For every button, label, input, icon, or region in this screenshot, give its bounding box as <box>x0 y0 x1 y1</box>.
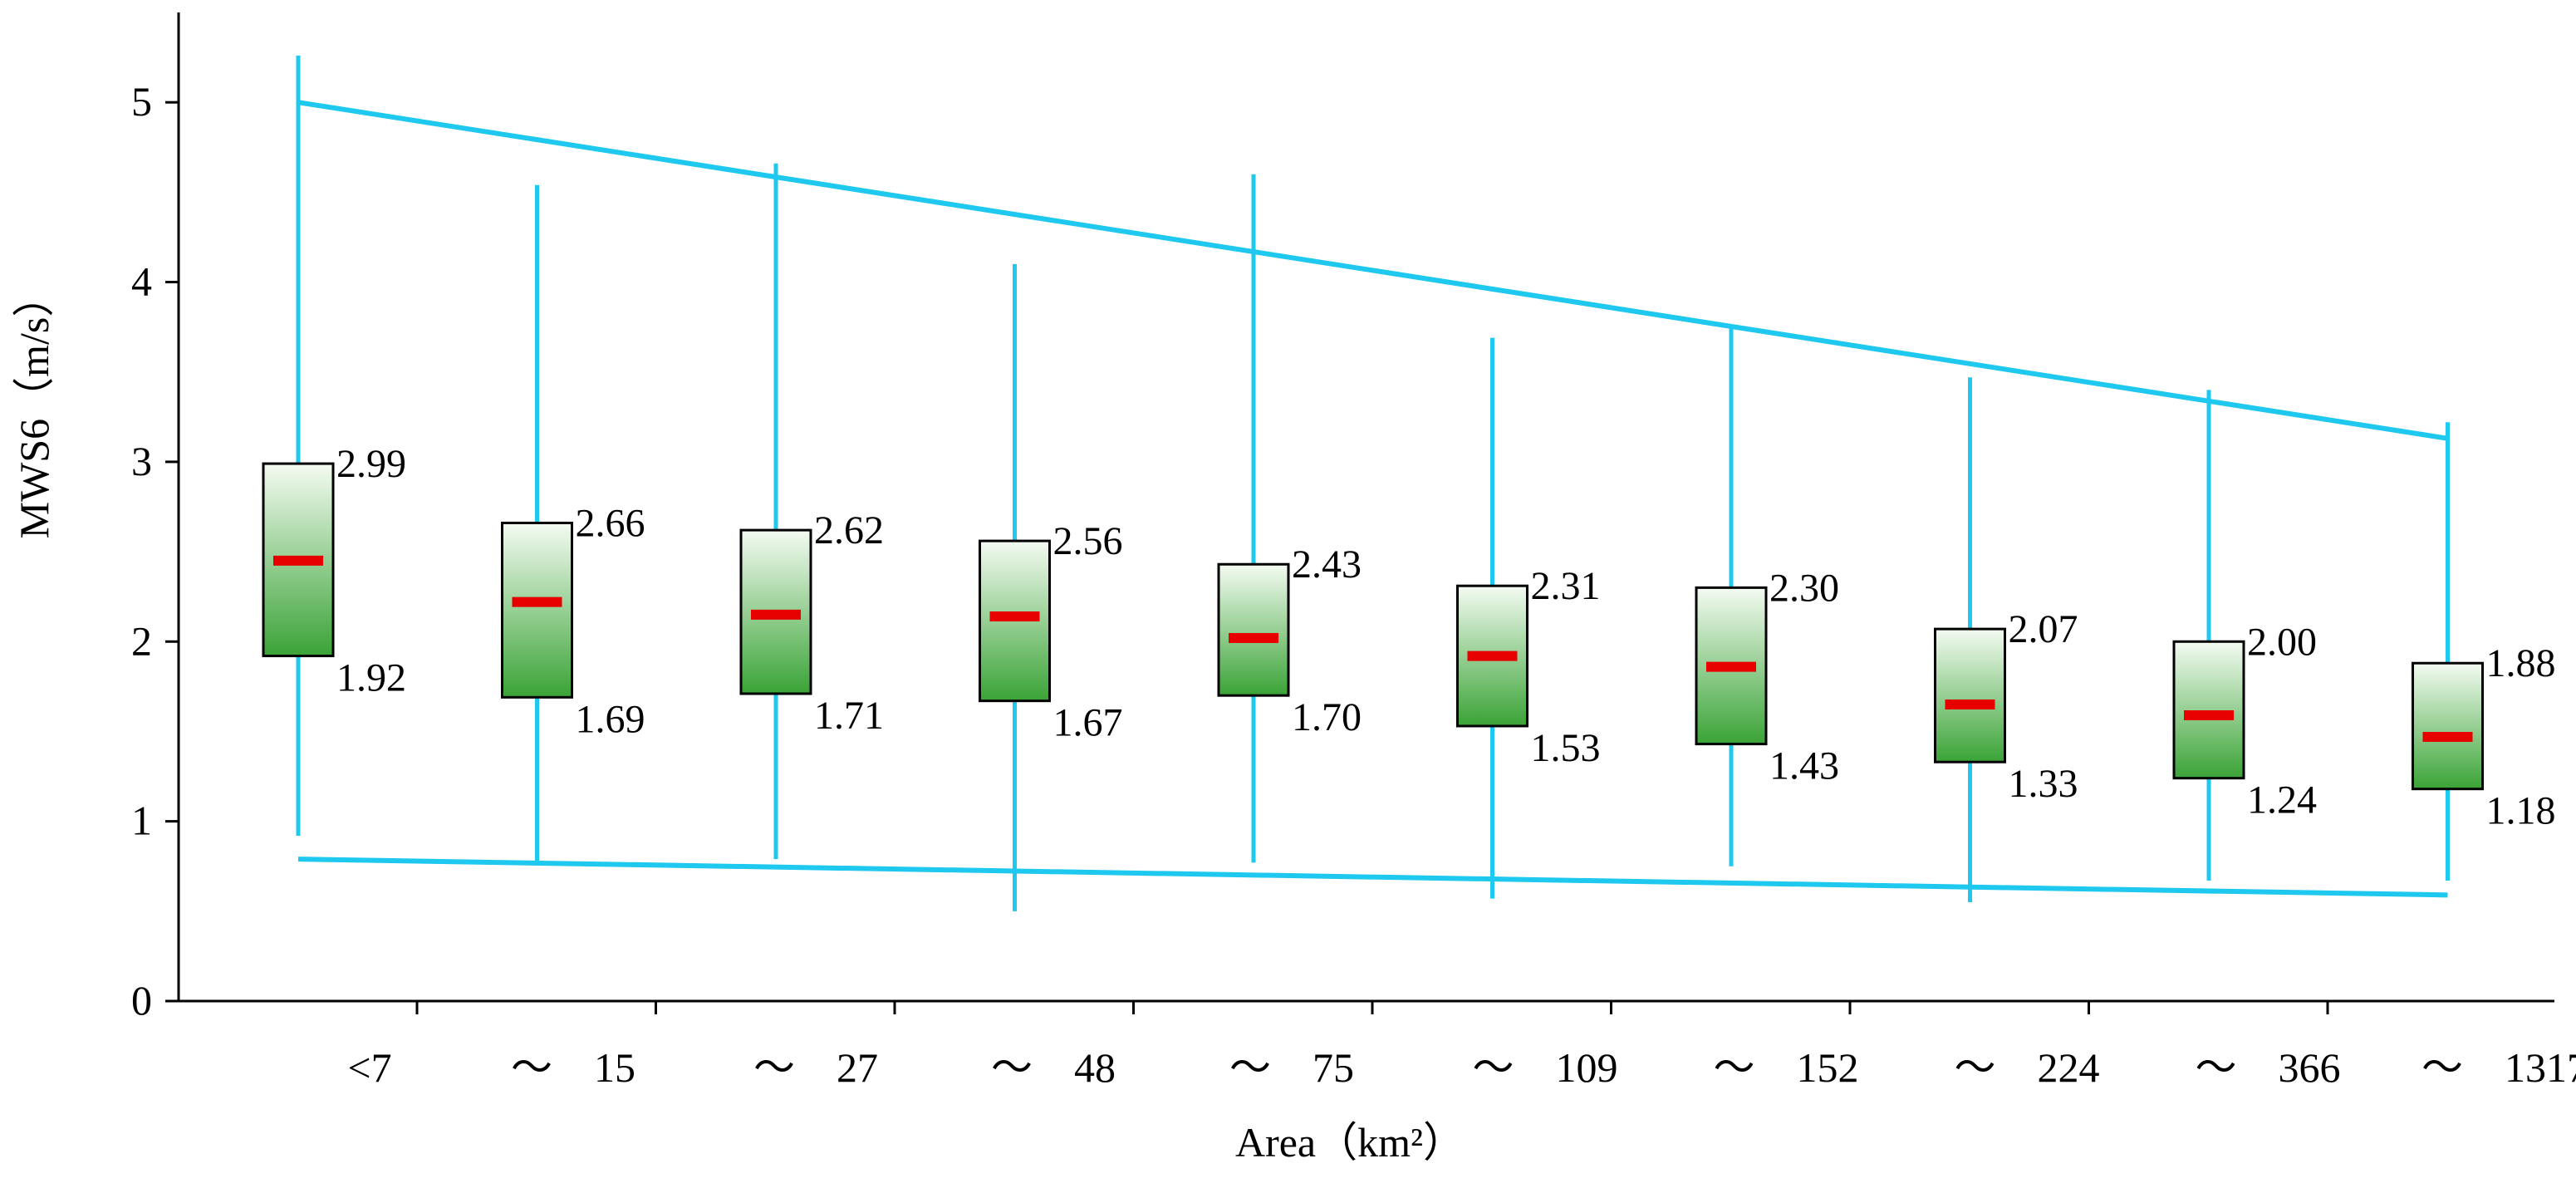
box-item: 2.07 1.33 <box>1934 377 2078 902</box>
q1-value-label: 1.69 <box>576 697 645 741</box>
x-tick-label: <7 <box>347 1044 391 1091</box>
x-tick-label: ～ 224 <box>1955 1044 2100 1091</box>
q1-value-label: 1.43 <box>1769 744 1839 788</box>
x-tick-label: ～ 109 <box>1473 1044 1618 1091</box>
box-item: 1.88 1.18 <box>2412 422 2556 881</box>
q1-value-label: 1.70 <box>1292 695 1362 739</box>
y-tick-label: 1 <box>131 798 152 844</box>
y-tick-label: 2 <box>131 617 152 664</box>
y-tick-label: 0 <box>131 977 152 1023</box>
y-tick-label: 4 <box>131 258 152 305</box>
box-rect <box>2412 661 2484 791</box>
box-rect <box>501 521 573 699</box>
q1-value-label: 1.24 <box>2247 778 2317 822</box>
box-item: 2.56 1.67 <box>979 263 1123 911</box>
upper-envelope-line <box>297 100 2448 441</box>
box-item: 2.62 1.71 <box>739 163 884 860</box>
q3-value-label: 2.62 <box>814 508 884 552</box>
box-rect <box>1934 627 2006 763</box>
x-tick-label: ～ 48 <box>991 1044 1116 1091</box>
box-item: 2.66 1.69 <box>501 184 645 863</box>
box-rect <box>1217 562 1290 697</box>
box-item: 2.99 1.92 <box>262 55 406 836</box>
box-group: 2.99 1.92 2.66 1.69 2.62 1.71 2.56 1.67 2.43 1.70… <box>262 55 2556 911</box>
x-tick-label: ～ 1317 <box>2421 1044 2576 1091</box>
q3-value-label: 2.31 <box>1531 564 1601 608</box>
q1-value-label: 1.33 <box>2009 762 2078 806</box>
q1-value-label: 1.53 <box>1531 726 1601 770</box>
x-tick-label: ～ 75 <box>1229 1044 1354 1091</box>
x-ticks: <7 ～ 15 ～ 27 ～ 48 ～ 75 ～ 109 ～ 152 ～ 224 ～ 366 ～ … <box>347 1001 2576 1091</box>
q1-value-label: 1.92 <box>336 656 406 700</box>
q1-value-label: 1.71 <box>814 694 884 738</box>
q1-value-label: 1.67 <box>1053 701 1123 745</box>
y-tick-label: 5 <box>131 78 152 125</box>
box-item: 2.30 1.43 <box>1695 325 1839 866</box>
x-axis-title: Area（km²） <box>1235 1119 1465 1166</box>
y-ticks: 0 1 2 3 4 5 <box>131 78 179 1023</box>
x-tick-label: ～ 27 <box>753 1044 878 1091</box>
q3-value-label: 1.88 <box>2486 641 2556 685</box>
axes <box>177 12 2554 1003</box>
box-item: 2.43 1.70 <box>1217 174 1362 863</box>
q3-value-label: 2.30 <box>1769 566 1839 610</box>
q3-value-label: 2.43 <box>1292 542 1362 587</box>
box-item: 2.31 1.53 <box>1456 337 1601 899</box>
envelope-lines <box>297 100 2448 898</box>
box-rect <box>2172 640 2245 780</box>
x-tick-label: ～ 366 <box>2196 1044 2341 1091</box>
lower-envelope-line <box>297 857 2448 898</box>
q3-value-label: 2.07 <box>2009 607 2078 651</box>
q3-value-label: 2.00 <box>2247 620 2317 664</box>
box-item: 2.00 1.24 <box>2172 390 2317 881</box>
q3-value-label: 2.66 <box>576 501 645 545</box>
y-tick-label: 3 <box>131 438 152 484</box>
y-axis-title: MWS6（m/s） <box>11 276 57 539</box>
x-tick-label: ～ 152 <box>1714 1044 1859 1091</box>
x-tick-label: ～ 15 <box>511 1044 635 1091</box>
q3-value-label: 2.56 <box>1053 519 1123 563</box>
q3-value-label: 2.99 <box>336 442 406 486</box>
q1-value-label: 1.18 <box>2486 789 2556 833</box>
